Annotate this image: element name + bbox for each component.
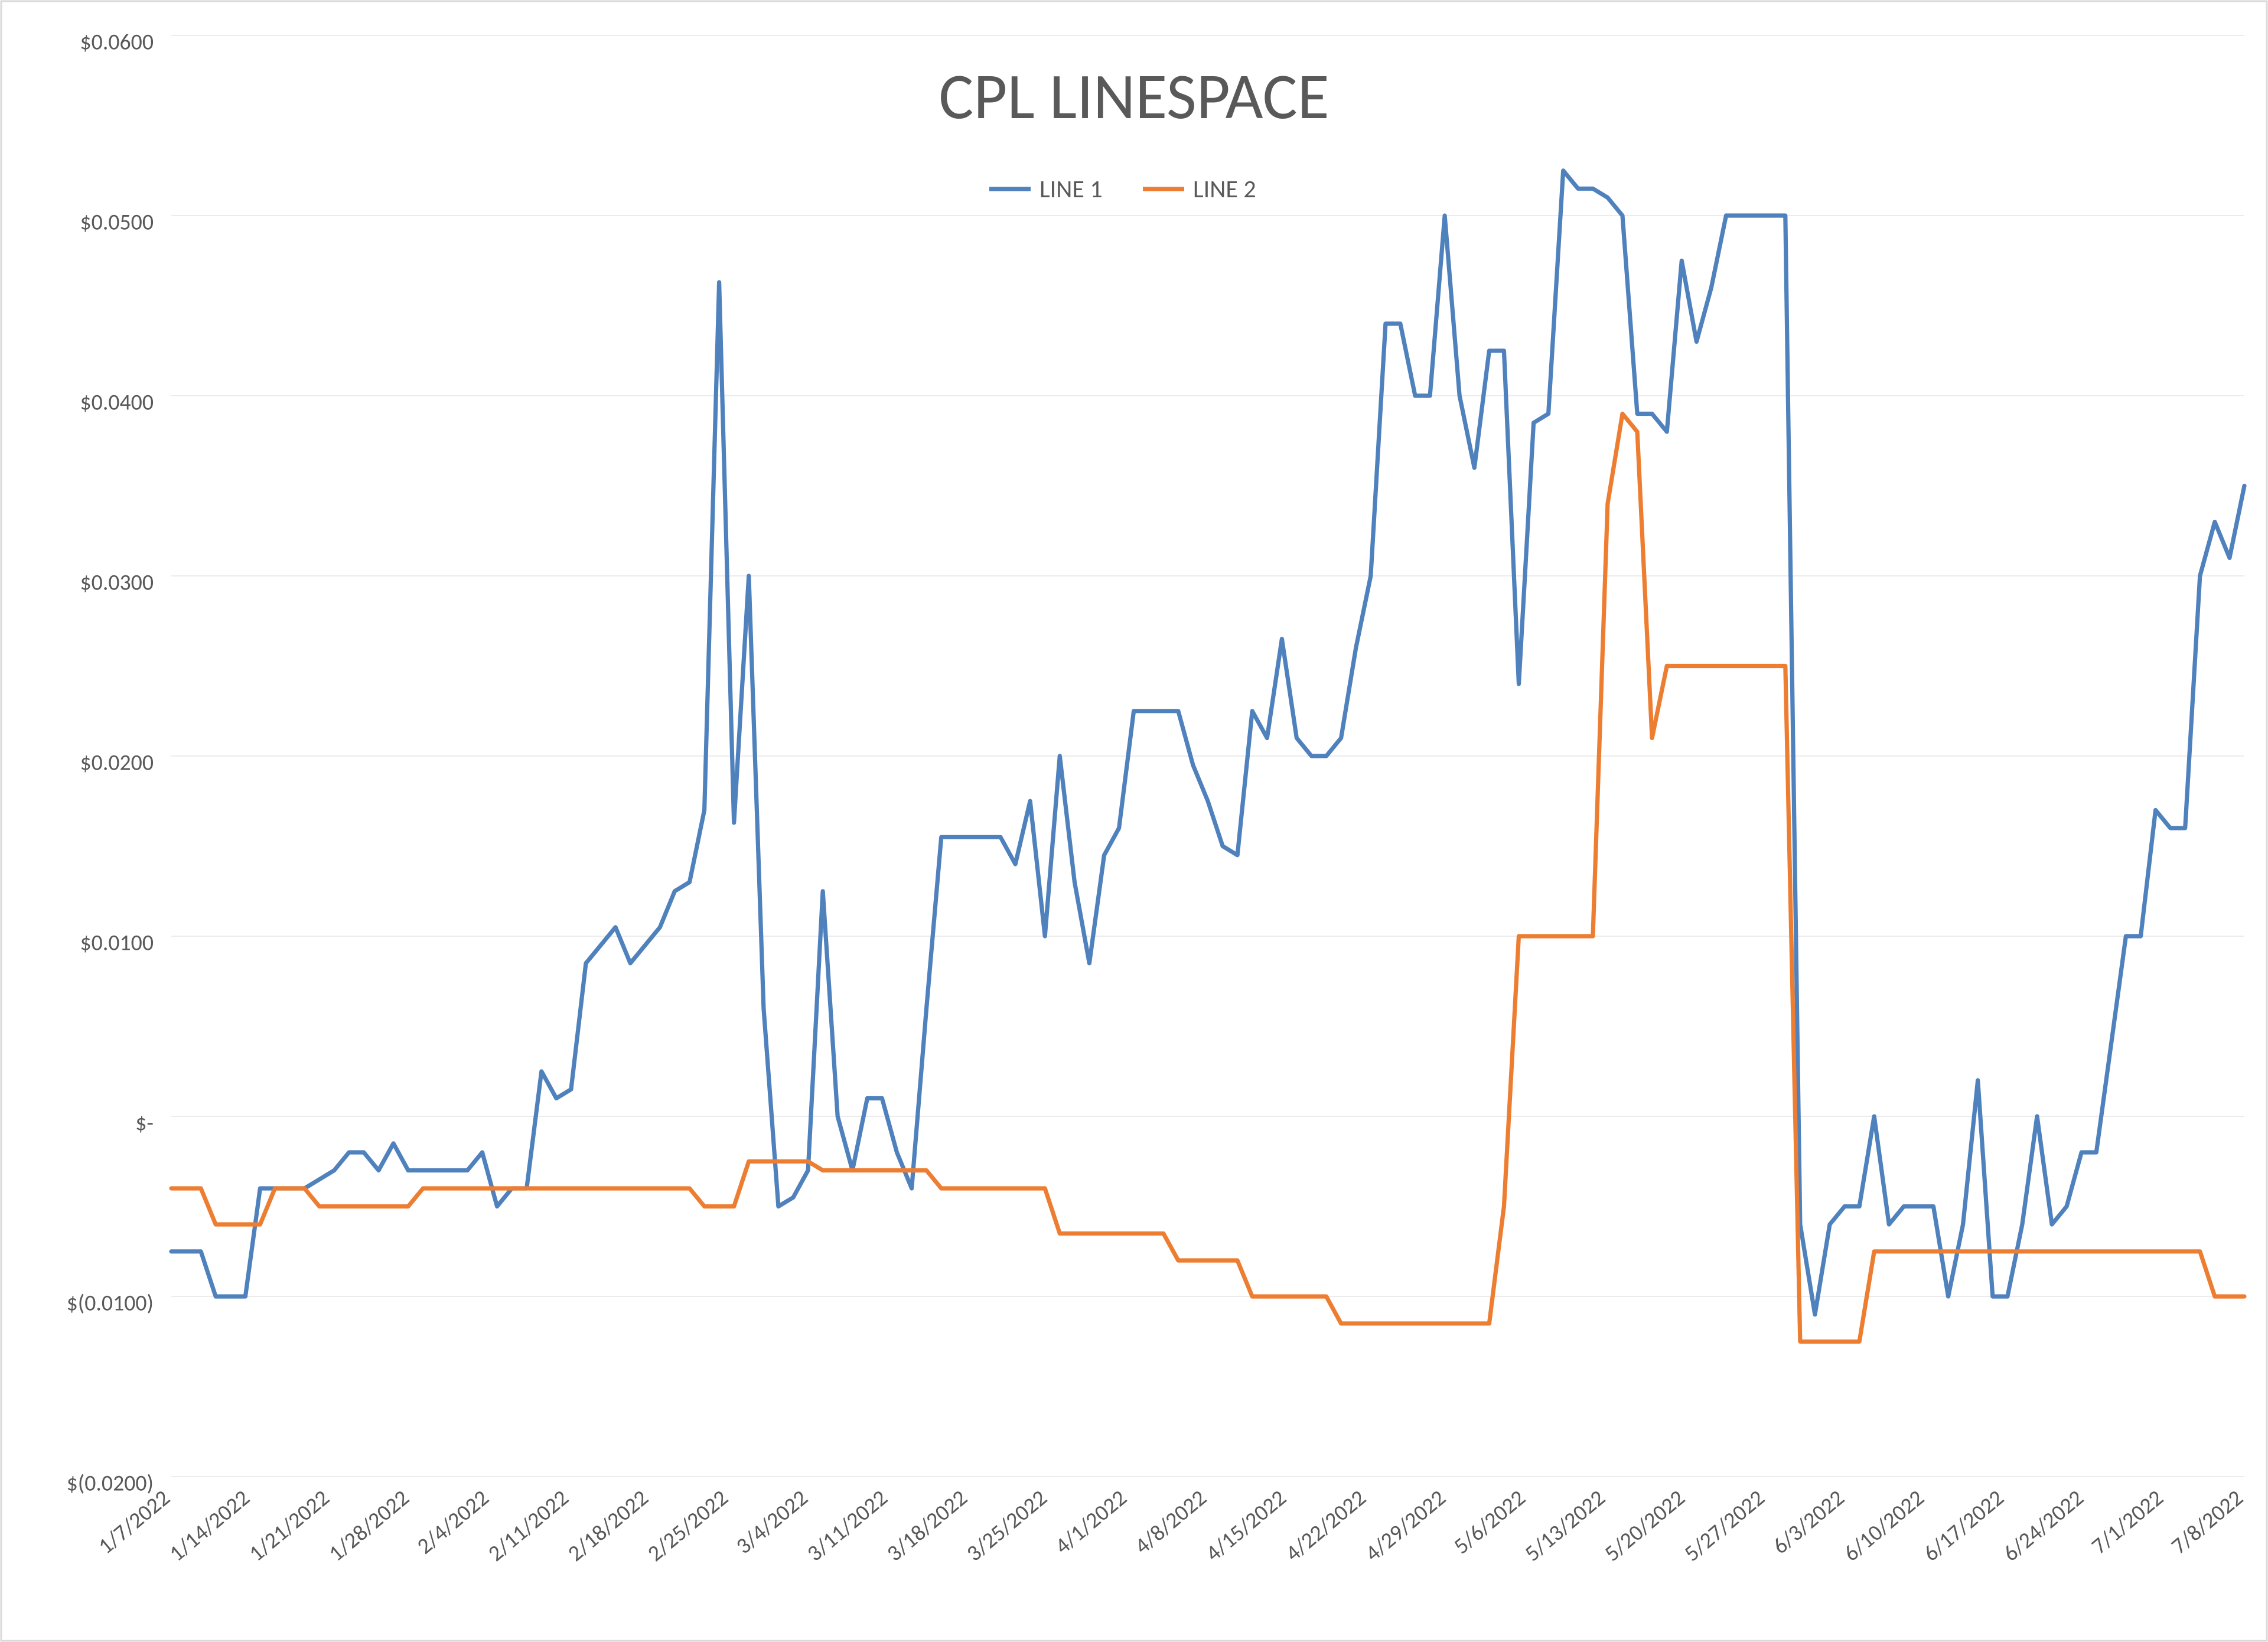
y-axis-label: $0.0100	[80, 929, 154, 956]
y-axis-label: $(0.0100)	[67, 1289, 154, 1317]
line-chart: $(0.0200) $(0.0100) $- $0.0100 $0.0200 $0.030…	[0, 0, 2268, 1642]
y-axis-label: $(0.0200)	[67, 1470, 154, 1497]
y-axis-label: $0.0500	[80, 208, 154, 236]
legend-label: LINE 1	[1040, 174, 1103, 204]
legend-label: LINE 2	[1193, 174, 1256, 204]
y-axis-label: $0.0300	[80, 569, 154, 596]
y-axis-label: $0.0400	[80, 389, 154, 416]
y-axis-label: $0.0600	[80, 28, 154, 56]
chart-container: $(0.0200) $(0.0100) $- $0.0100 $0.0200 $0.030…	[0, 0, 2268, 1642]
y-axis-label: $0.0200	[80, 749, 154, 776]
y-axis-label: $-	[135, 1109, 154, 1136]
chart-title: CPL LINESPACE	[939, 56, 1329, 136]
